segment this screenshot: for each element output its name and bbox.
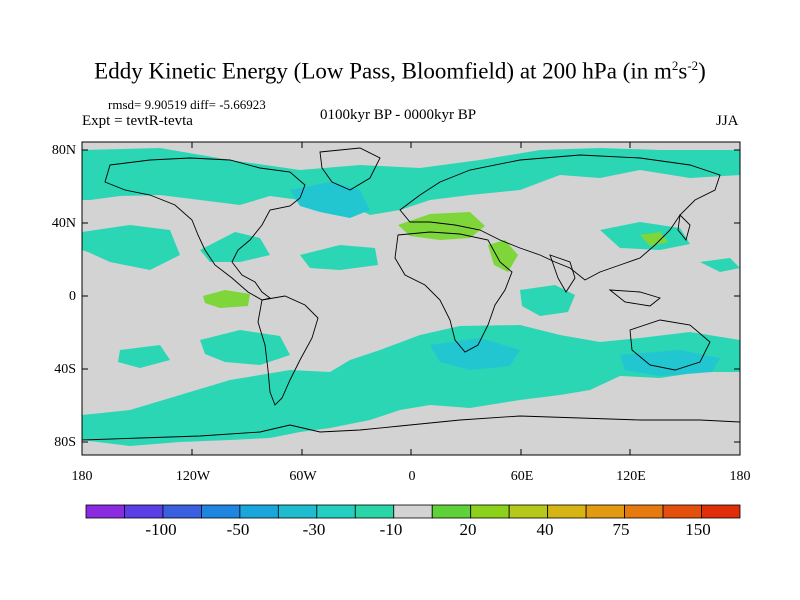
title-end: ): [698, 58, 706, 84]
contour-arabia-positive: [488, 240, 518, 272]
contour-north-pacific: [82, 225, 180, 270]
colorbar-box: [547, 504, 587, 519]
lon-ticks: [81, 142, 741, 455]
coast-south-america: [257, 295, 319, 406]
stats-label: rmsd= 9.90519 diff= -5.66923: [108, 97, 266, 112]
chart-title: Eddy Kinetic Energy (Low Pass, Bloomfiel…: [0, 58, 800, 85]
colorbar: [85, 504, 741, 519]
contour-south-pacific: [200, 330, 290, 365]
season-label: JJA: [716, 113, 739, 129]
contour-indian-ocean: [520, 285, 575, 316]
colorbar-box: [470, 504, 510, 519]
coast-north-america: [104, 157, 306, 301]
lat-tick-0: 0: [69, 289, 76, 304]
coast-antarctica: [82, 415, 740, 441]
colorbar-box: [624, 504, 664, 519]
colorbar-box: [393, 504, 433, 519]
colorbar-label-neg30: -30: [302, 520, 326, 539]
colorbar-label-neg50: -50: [226, 520, 250, 539]
colorbar-box: [508, 504, 549, 519]
coast-japan: [677, 214, 691, 241]
colorbar-box: [431, 504, 472, 519]
title-sup1: 2: [671, 58, 679, 73]
colorbar-box: [277, 504, 318, 519]
contour-mid-atlantic: [300, 245, 378, 270]
coast-indonesia: [608, 289, 661, 307]
colorbar-label-neg10: -10: [379, 520, 403, 539]
contour-east-pacific-positive: [203, 290, 250, 308]
coastlines: [82, 147, 740, 441]
contour-southern-band: [82, 325, 740, 446]
lon-tick-120w: 120W: [175, 469, 211, 484]
contour-east-pacific: [200, 232, 270, 262]
contour-fill-layer: [82, 148, 740, 446]
title-mid: s: [678, 58, 688, 84]
colorbar-box: [662, 504, 702, 519]
colorbar-box: [162, 504, 202, 519]
colorbar-label-40: 40: [536, 520, 554, 539]
coast-africa: [394, 231, 513, 353]
colorbar-box: [201, 504, 241, 519]
lat-tick-40n: 40N: [51, 216, 76, 231]
colorbar-label-75: 75: [612, 520, 630, 539]
contour-north-atlantic: [290, 182, 370, 218]
colorbar-box: [124, 504, 164, 519]
colorbar-box: [316, 504, 356, 519]
title-sup2: -2: [687, 58, 699, 73]
coast-eurasia: [399, 154, 721, 281]
lon-tick-0: 0: [408, 469, 416, 484]
colorbar-label-neg100: -100: [145, 520, 177, 539]
colorbar-label-20: 20: [459, 520, 477, 539]
lat-tick-80s: 80S: [54, 435, 76, 450]
coast-india: [549, 254, 576, 293]
title-main: Eddy Kinetic Energy (Low Pass, Bloomfiel…: [94, 58, 672, 84]
lat-ticks: [82, 149, 740, 443]
lon-tick-120e: 120E: [616, 469, 646, 484]
colorbar-box: [585, 504, 625, 519]
contour-south-indian-core: [620, 350, 720, 376]
experiment-label: Expt = tevtR-tevta: [82, 113, 193, 129]
coast-australia: [629, 319, 711, 371]
lat-tick-80n: 80N: [51, 143, 76, 158]
lon-tick-60e: 60E: [510, 469, 534, 484]
lon-tick-60w: 60W: [289, 469, 317, 484]
colorbar-box: [239, 504, 279, 519]
lon-tick-180e: 180: [729, 469, 751, 484]
contour-east-asia-positive: [640, 232, 668, 246]
colorbar-label-150: 150: [685, 520, 711, 539]
coast-greenland: [319, 147, 381, 191]
lon-tick-180w: 180: [71, 469, 93, 484]
contour-south-atlantic-core: [430, 338, 520, 370]
colorbar-box: [701, 504, 741, 519]
colorbar-box: [354, 504, 395, 519]
lat-tick-40s: 40S: [54, 362, 76, 377]
contour-small-pacific: [700, 258, 740, 272]
colorbar-box: [85, 504, 125, 519]
period-label: 0100kyr BP - 0000kyr BP: [320, 107, 477, 123]
contour-south-pacific-west: [118, 345, 170, 368]
